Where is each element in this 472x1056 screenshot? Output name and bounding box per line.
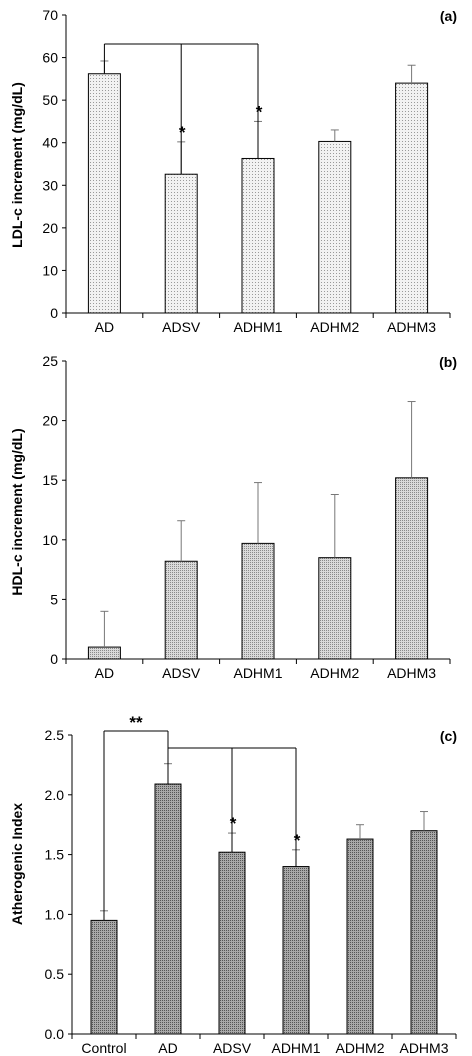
- y-tick-label: 10: [42, 532, 58, 548]
- bar-control: [90, 919, 118, 1035]
- panel-label: (a): [440, 8, 457, 24]
- bar-ad: [154, 783, 182, 1035]
- significance-star: *: [294, 831, 301, 850]
- y-tick-label: 1.0: [45, 906, 65, 922]
- y-tick-label: 60: [42, 50, 58, 66]
- y-axis-label: LDL-c increment (mg/dL): [9, 82, 25, 248]
- y-axis-label: Atherogenic Index: [9, 803, 25, 925]
- x-tick-label: Control: [81, 1040, 126, 1056]
- bar-adhm1: [241, 542, 275, 660]
- x-tick-label: ADHM3: [399, 1040, 448, 1056]
- bar-adsv: [164, 560, 198, 660]
- x-tick-label: ADHM2: [335, 1040, 384, 1056]
- y-tick-label: 1.5: [45, 847, 65, 863]
- bar-adsv: [218, 851, 246, 1035]
- y-tick-label: 0.5: [45, 966, 65, 982]
- significance-star: *: [230, 814, 237, 833]
- y-tick-label: 2.0: [45, 787, 65, 803]
- significance-star: *: [179, 123, 186, 142]
- bar-adhm2: [346, 838, 374, 1035]
- x-tick-label: ADHM2: [310, 665, 359, 681]
- bracket-label: **: [129, 713, 143, 732]
- y-tick-label: 2.5: [45, 727, 65, 743]
- y-tick-label: 15: [42, 472, 58, 488]
- bar-adhm3: [395, 477, 429, 660]
- y-tick-label: 50: [42, 92, 58, 108]
- x-tick-label: ADHM3: [387, 319, 436, 335]
- x-tick-label: AD: [158, 1040, 177, 1056]
- x-tick-label: ADSV: [162, 319, 201, 335]
- x-tick-label: ADSV: [162, 665, 201, 681]
- x-tick-label: ADHM3: [387, 665, 436, 681]
- y-tick-label: 0: [50, 651, 58, 667]
- ldl-chart-panel: (a) LDL-c increment (mg/dL) 0 10 20 30 40 50 6…: [9, 7, 457, 335]
- y-tick-label: 20: [42, 413, 58, 429]
- x-tick-label: ADHM1: [233, 319, 282, 335]
- x-tick-label: AD: [95, 319, 114, 335]
- x-tick-label: ADHM1: [271, 1040, 320, 1056]
- y-tick-label: 30: [42, 177, 58, 193]
- y-tick-label: 40: [42, 135, 58, 151]
- y-tick-label: 25: [42, 353, 58, 369]
- bar-adhm3: [410, 830, 438, 1035]
- significance-star: *: [256, 102, 263, 121]
- y-axis-label: HDL-c increment (mg/dL): [9, 428, 25, 595]
- bar-ad: [87, 646, 121, 660]
- bar-adsv: [164, 173, 198, 314]
- y-tick-label: 0: [50, 305, 58, 321]
- panel-label: (b): [439, 354, 457, 370]
- y-tick-label: 0.0: [45, 1026, 65, 1042]
- y-tick-label: 10: [42, 262, 58, 278]
- y-tick-label: 5: [50, 591, 58, 607]
- bar-adhm1: [241, 157, 275, 314]
- panel-label: (c): [440, 728, 457, 744]
- atherogenic-chart-panel: (c) Atherogenic Index 0.0 0.5 1.0 1.5 2.0 2.5…: [9, 713, 457, 1056]
- x-tick-label: ADSV: [213, 1040, 252, 1056]
- hdl-chart-panel: (b) HDL-c increment (mg/dL) 0 5 10 15 20 25 AD…: [9, 353, 457, 681]
- y-tick-label: 20: [42, 220, 58, 236]
- x-tick-label: ADHM2: [310, 319, 359, 335]
- x-tick-label: ADHM1: [233, 665, 282, 681]
- x-tick-label: AD: [95, 665, 114, 681]
- bar-ad: [87, 73, 121, 314]
- bar-adhm2: [318, 140, 352, 314]
- bar-adhm2: [318, 557, 352, 660]
- bar-adhm3: [395, 82, 429, 314]
- bar-adhm1: [282, 866, 310, 1035]
- y-tick-label: 70: [42, 7, 58, 23]
